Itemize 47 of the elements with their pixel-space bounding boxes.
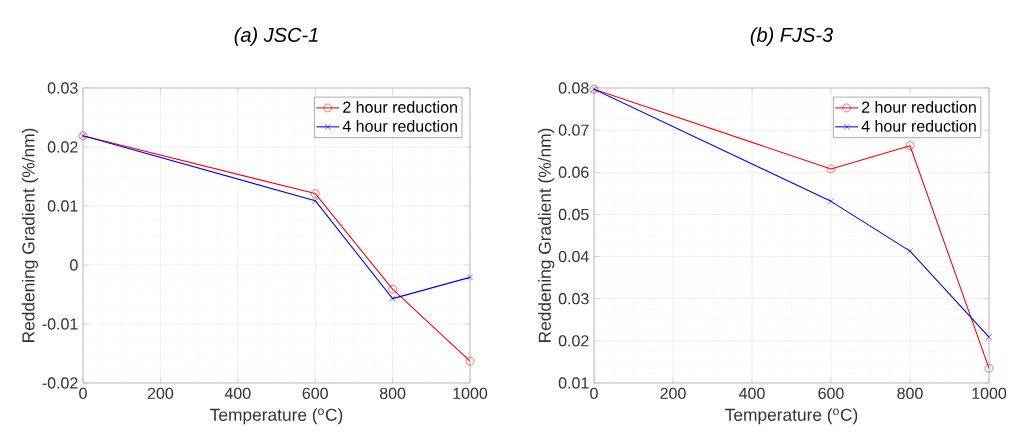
point — [312, 197, 319, 204]
y-axis-title: Reddening Gradient (%/nm) — [538, 128, 555, 342]
x-axis-title: Temperature ($^{o}$C) — [210, 408, 343, 425]
point — [826, 164, 836, 174]
legend-label: 4 hour reduction — [342, 120, 457, 132]
point — [466, 274, 474, 281]
y-tick-label: 0.02 — [558, 335, 589, 347]
y-tick-label: 0.01 — [47, 200, 78, 212]
y-tick-label: 0.02 — [47, 141, 78, 153]
legend-label: 4 hour reduction — [861, 120, 976, 132]
x-tick-label: 800 — [379, 387, 406, 400]
x-tick-label: 800 — [897, 387, 923, 400]
x-tick-label: 400 — [739, 387, 765, 400]
point — [389, 295, 396, 302]
x-tick-label: 1000 — [453, 387, 488, 400]
y-tick-label: -0.01 — [42, 318, 78, 330]
legend-label: 2 hour reduction — [343, 101, 457, 113]
point — [984, 363, 994, 373]
y-axis-title: Reddening Gradient (%/nm) — [21, 128, 39, 342]
y-tick-label: -0.02 — [42, 377, 78, 389]
y-tick-label: 0.08 — [558, 82, 589, 94]
y-tick-label: 0 — [70, 259, 78, 271]
x-tick-label: 0 — [590, 387, 598, 400]
y-tick-label: 0.05 — [558, 208, 589, 221]
y-tick-label: 0.03 — [47, 82, 78, 94]
x-tick-label: 600 — [302, 387, 328, 400]
y-tick-label: 0.06 — [558, 166, 589, 178]
x-tick-label: 0 — [79, 387, 87, 400]
y-tick-label: 0.07 — [558, 124, 589, 136]
chart-title: (b) FJS-3 — [750, 27, 833, 46]
point — [906, 247, 914, 255]
x-tick-label: 600 — [818, 387, 844, 400]
y-tick-label: 0.03 — [558, 293, 589, 305]
point — [310, 189, 320, 198]
legend-label: 2 hour reduction — [862, 101, 976, 113]
point — [465, 356, 475, 366]
point — [388, 284, 397, 294]
x-tick-label: 200 — [660, 387, 686, 400]
x-tick-label: 1000 — [972, 387, 1007, 400]
chart-title: (a) JSC-1 — [234, 27, 318, 46]
y-tick-label: 0.01 — [558, 377, 589, 389]
y-tick-label: 0.04 — [558, 250, 589, 263]
point — [905, 141, 915, 150]
x-axis-title: Temperature ($^{o}$C) — [725, 408, 858, 425]
point — [827, 198, 835, 205]
x-tick-label: 200 — [147, 387, 174, 400]
x-tick-label: 400 — [224, 387, 251, 400]
